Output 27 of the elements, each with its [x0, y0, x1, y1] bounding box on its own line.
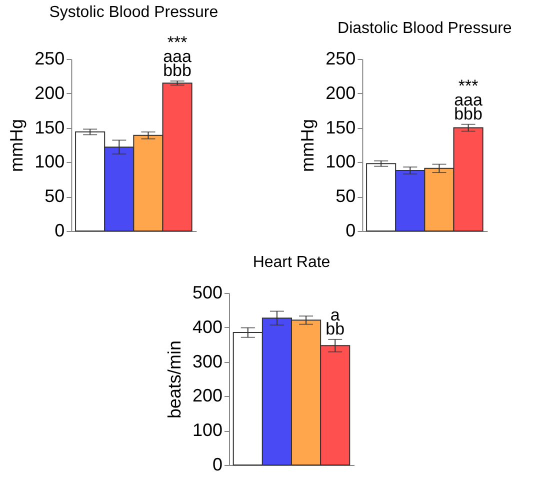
y-tick-label: 400	[192, 316, 222, 337]
y-axis-title: mmHg	[298, 119, 318, 172]
y-tick-label: 100	[326, 152, 356, 172]
chart-title: Heart Rate	[252, 254, 330, 271]
chart-title: Systolic Blood Pressure	[49, 4, 218, 22]
y-axis-title: mmHg	[6, 119, 27, 172]
y-tick-label: 100	[34, 152, 65, 172]
y-tick-label: 0	[54, 220, 65, 240]
y-tick-label: 150	[326, 117, 356, 138]
y-tick-label: 200	[326, 82, 356, 103]
y-tick-label: 250	[34, 48, 65, 68]
text: ***	[167, 33, 188, 52]
y-axis-title: beats/min	[164, 340, 184, 419]
y-tick-label: 100	[192, 420, 222, 440]
chart-title: Diastolic Blood Pressure	[338, 20, 512, 37]
y-tick-label: 50	[336, 186, 356, 206]
y-tick-label: 200	[192, 386, 222, 406]
y-tick-label: 250	[326, 48, 356, 68]
annotation: ***	[458, 76, 479, 96]
y-tick-label: 0	[346, 220, 356, 240]
y-tick-label: 500	[192, 282, 222, 302]
annotation: bbb	[454, 104, 482, 124]
y-tick-label: 300	[192, 351, 222, 372]
y-tick-label: 0	[212, 454, 222, 474]
y-tick-label: 150	[34, 117, 65, 138]
y-tick-label: 50	[44, 186, 65, 206]
y-tick-label: 200	[34, 82, 65, 103]
